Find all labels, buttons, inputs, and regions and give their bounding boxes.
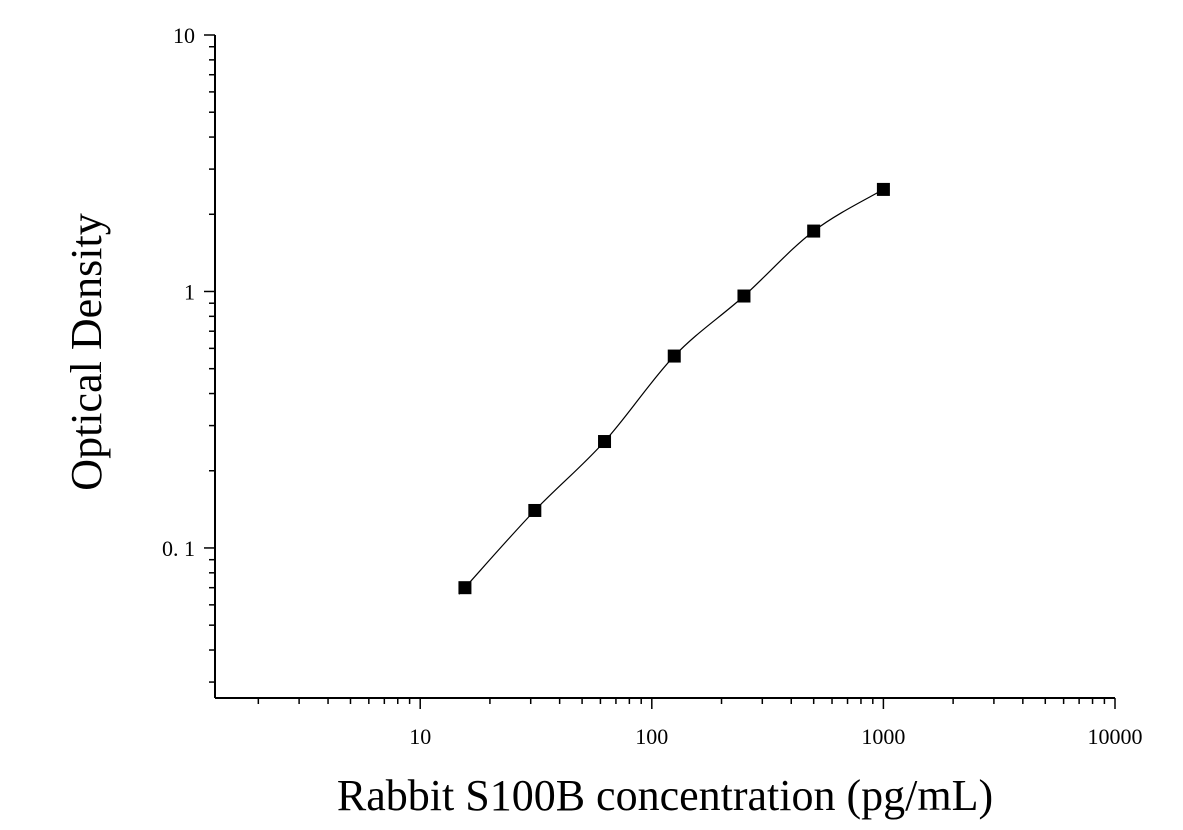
data-point bbox=[876, 182, 890, 196]
x-tick-label: 10 bbox=[409, 724, 431, 749]
fit-curve bbox=[458, 188, 884, 595]
x-axis-title: Rabbit S100B concentration (pg/mL) bbox=[337, 771, 993, 820]
data-point bbox=[528, 503, 542, 517]
data-point bbox=[807, 224, 821, 238]
axes: 10 100 1000 10000 0. 1 1 10 bbox=[162, 23, 1143, 749]
y-axis-title: Optical Density bbox=[62, 213, 111, 490]
data-point bbox=[458, 581, 472, 595]
x-tick-label: 1000 bbox=[861, 724, 905, 749]
data-points bbox=[458, 182, 890, 595]
data-point bbox=[737, 289, 751, 303]
data-point bbox=[598, 435, 612, 449]
y-tick-label: 1 bbox=[184, 279, 195, 304]
y-tick-label: 10 bbox=[173, 23, 195, 48]
fit-curve-group bbox=[458, 188, 884, 595]
data-point bbox=[667, 349, 681, 363]
x-tick-label: 10000 bbox=[1088, 724, 1143, 749]
y-tick-label: 0. 1 bbox=[162, 536, 195, 561]
x-tick-label: 100 bbox=[635, 724, 668, 749]
